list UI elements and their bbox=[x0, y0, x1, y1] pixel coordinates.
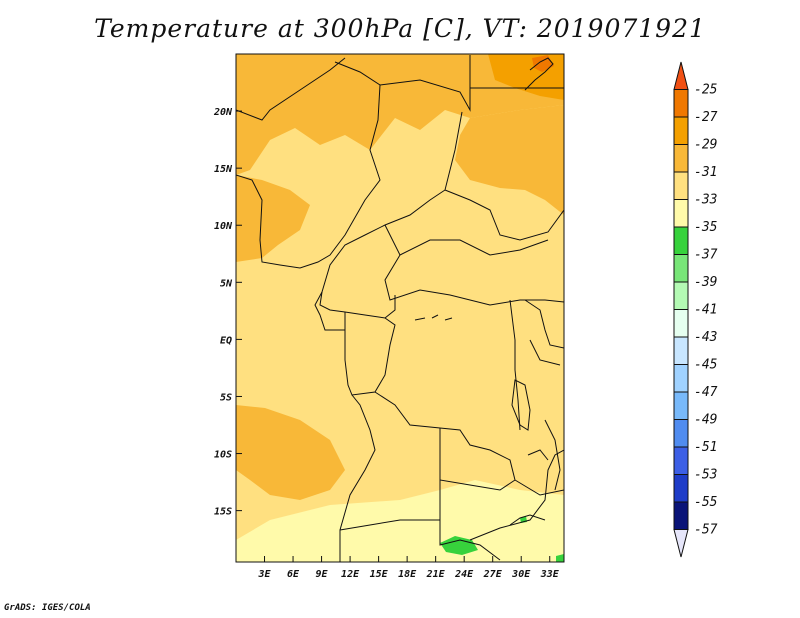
x-tick-label: 24E bbox=[454, 569, 474, 580]
border-line bbox=[379, 55, 471, 112]
border-line bbox=[236, 61, 381, 269]
x-tick-label: 6E bbox=[287, 569, 300, 580]
colorbar-swatch bbox=[673, 529, 689, 558]
colorbar-swatch bbox=[673, 254, 689, 283]
border-line bbox=[314, 291, 346, 331]
border-line bbox=[339, 394, 376, 562]
border-line bbox=[544, 419, 561, 491]
colorbar: -25 -27 -29 -31 -33 -35 -37 -39 -41 -43 -45 -47 -49 -… bbox=[673, 61, 718, 558]
temperature-field bbox=[236, 54, 564, 562]
colorbar-label: -29 bbox=[694, 138, 717, 153]
border-line bbox=[236, 57, 346, 121]
colorbar-swatch bbox=[673, 446, 689, 475]
colorbar-label: -31 bbox=[694, 165, 717, 180]
border-line bbox=[414, 314, 453, 321]
x-tick-label: 9E bbox=[316, 569, 329, 580]
border-line bbox=[439, 480, 501, 561]
colorbar-label: -43 bbox=[694, 330, 717, 345]
border-line bbox=[439, 428, 516, 491]
border-line bbox=[509, 514, 546, 526]
border-line bbox=[374, 391, 516, 481]
colorbar-swatch bbox=[673, 309, 689, 338]
border-line bbox=[527, 449, 549, 461]
colorbar-label: -25 bbox=[694, 83, 718, 98]
colorbar-label: -51 bbox=[694, 440, 717, 455]
colorbar-swatch bbox=[673, 226, 689, 255]
colorbar-swatch bbox=[673, 171, 689, 200]
colorbar-label: -55 bbox=[694, 495, 718, 510]
region-warm-29-ne bbox=[455, 105, 564, 215]
colorbar-label: -47 bbox=[694, 385, 718, 400]
y-tick-label: 15S bbox=[214, 507, 232, 518]
border-line bbox=[509, 299, 521, 431]
colorbar-swatch bbox=[673, 144, 689, 173]
colorbar-swatch bbox=[673, 336, 689, 365]
border-line bbox=[469, 449, 564, 541]
y-axis: 20N 15N 10N 5N EQ 5S 10S 15S bbox=[213, 107, 242, 518]
x-tick-label: 15E bbox=[370, 569, 389, 580]
x-tick-label: 27E bbox=[483, 569, 503, 580]
y-tick-label: 10N bbox=[214, 221, 233, 232]
y-tick-label: 5S bbox=[220, 392, 232, 403]
border-line bbox=[339, 519, 440, 531]
colorbar-swatch bbox=[673, 116, 689, 145]
border-line bbox=[384, 224, 564, 306]
x-tick-label: 3E bbox=[257, 569, 271, 580]
region-cold-37-patch bbox=[440, 536, 478, 555]
colorbar-swatch bbox=[673, 89, 689, 118]
colorbar-swatch bbox=[673, 61, 689, 90]
region-cold-37-corner bbox=[556, 554, 564, 562]
border-line bbox=[529, 339, 561, 366]
colorbar-label: -33 bbox=[694, 193, 717, 208]
colorbar-label: -37 bbox=[694, 248, 718, 263]
border-line bbox=[319, 111, 463, 319]
x-axis: 3E 6E 9E 12E 15E 18E 21E 24E 27E 30E 33E bbox=[257, 556, 560, 580]
colorbar-swatch bbox=[673, 281, 689, 310]
border-line bbox=[514, 479, 564, 496]
colorbar-label: -27 bbox=[694, 110, 718, 125]
region-warm-29-north bbox=[236, 54, 564, 175]
y-tick-label: 20N bbox=[213, 107, 233, 118]
region-warm-29-west-coast bbox=[236, 175, 310, 262]
colorbar-label: -35 bbox=[694, 220, 718, 235]
colorbar-label: -45 bbox=[694, 358, 718, 373]
colorbar-label: -39 bbox=[694, 275, 717, 290]
x-tick-label: 18E bbox=[398, 569, 417, 580]
x-tick-label: 30E bbox=[511, 569, 531, 580]
colorbar-label: -57 bbox=[694, 523, 718, 538]
border-line bbox=[524, 299, 564, 349]
country-borders bbox=[236, 55, 564, 562]
colorbar-label: -41 bbox=[694, 303, 717, 318]
colorbar-label: -49 bbox=[694, 413, 717, 428]
chart-title: Temperature at 300hPa [C], VT: 201907192… bbox=[94, 14, 706, 43]
colorbar-swatch bbox=[673, 199, 689, 228]
x-tick-label: 33E bbox=[540, 569, 560, 580]
border-line bbox=[444, 189, 564, 241]
colorbar-swatch bbox=[673, 474, 689, 503]
y-tick-label: 5N bbox=[220, 278, 233, 289]
y-tick-label: 10S bbox=[214, 450, 232, 461]
y-tick-label: 15N bbox=[214, 164, 233, 175]
colorbar-label: -53 bbox=[694, 468, 717, 483]
y-tick-label: EQ bbox=[220, 335, 232, 346]
border-line bbox=[524, 57, 554, 91]
border-line bbox=[399, 239, 549, 256]
colorbar-swatch bbox=[673, 391, 689, 420]
region-cool-35-south bbox=[236, 480, 564, 562]
region-warm-29-atlantic bbox=[236, 405, 345, 500]
credit-text: GrADS: IGES/COLA bbox=[4, 603, 91, 613]
x-tick-label: 12E bbox=[341, 569, 360, 580]
x-tick-label: 21E bbox=[426, 569, 446, 580]
colorbar-swatch bbox=[673, 419, 689, 448]
colorbar-swatch bbox=[673, 501, 689, 530]
map-frame bbox=[235, 53, 565, 563]
map-area bbox=[236, 54, 564, 562]
colorbar-swatch bbox=[673, 364, 689, 393]
border-line bbox=[511, 379, 531, 431]
